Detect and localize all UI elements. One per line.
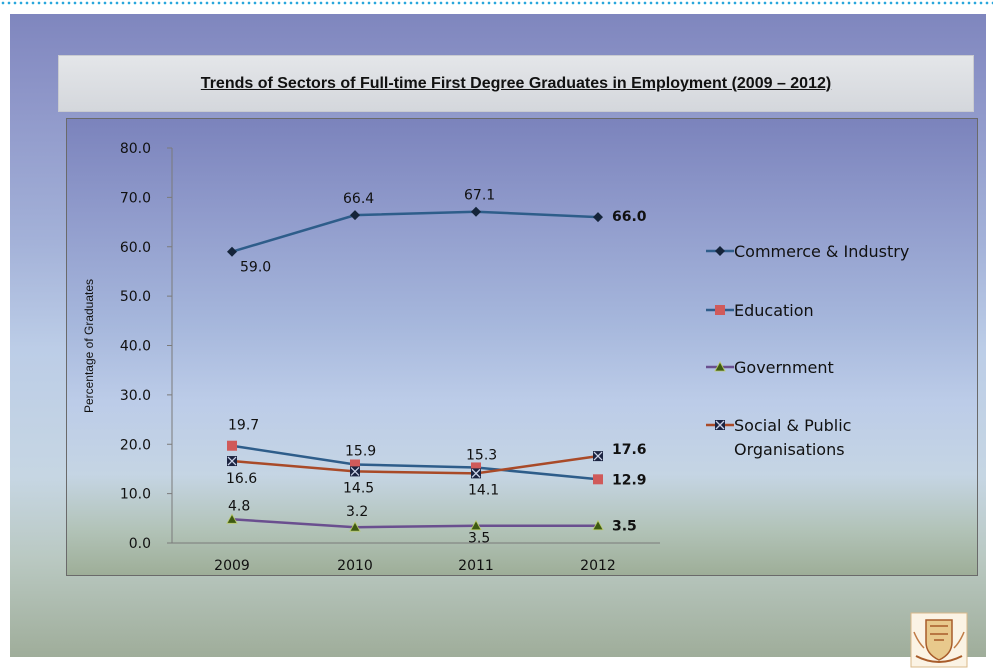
data-point-marker [350, 466, 360, 477]
data-point-marker [593, 474, 603, 485]
y-tick-label: 60.0 [120, 240, 151, 256]
data-label: 15.9 [345, 443, 376, 459]
series-line-3 [231, 454, 599, 475]
y-tick-label: 40.0 [120, 339, 151, 355]
data-point-marker [471, 462, 481, 473]
legend-label: Commerce & Industry [734, 242, 909, 261]
data-label: 4.8 [228, 498, 250, 514]
legend-label: Organisations [734, 440, 845, 459]
data-label: 67.1 [464, 188, 495, 204]
data-point-marker [227, 440, 237, 451]
chart-legend: Commerce & Industry Education Government So… [706, 242, 909, 459]
data-label: 15.3 [466, 447, 497, 463]
chart-frame [66, 118, 978, 576]
data-label: 14.5 [343, 480, 374, 496]
chart-axes: 0.0 10.0 20.0 30.0 40.0 50.0 60.0 70.0 80.0 2009 2… [82, 141, 660, 574]
legend-item-1: Education [706, 301, 814, 320]
chart-title: Trends of Sectors of Full-time First Deg… [200, 74, 832, 92]
data-label: 14.1 [468, 482, 499, 498]
data-point-marker [471, 468, 481, 479]
x-tick-label: 2012 [580, 558, 616, 574]
legend-marker [715, 305, 725, 315]
x-tick-label: 2010 [337, 558, 373, 574]
legend-item-0: Commerce & Industry [706, 242, 909, 261]
data-label: 16.6 [226, 471, 257, 487]
data-label: 19.7 [228, 418, 259, 434]
y-tick-label: 50.0 [120, 289, 151, 305]
data-point-marker [349, 521, 361, 532]
data-point-marker [592, 519, 604, 531]
data-point-marker [226, 513, 238, 524]
legend-item-3: Social & Public Organisations [706, 416, 851, 459]
series-line-0 [231, 210, 599, 253]
y-tick-label: 80.0 [120, 141, 151, 157]
legend-item-2: Government [706, 358, 834, 377]
data-point-marker [350, 459, 360, 470]
university-crest-icon [910, 612, 968, 668]
data-label: 12.9 [612, 472, 647, 488]
series-line-1 [231, 444, 599, 481]
legend-label: Education [734, 301, 814, 320]
y-tick-label: 0.0 [129, 536, 151, 552]
data-label: 3.5 [468, 531, 490, 547]
y-tick-label: 20.0 [120, 437, 151, 453]
data-point-marker [593, 451, 603, 462]
y-axis-title: Percentage of Graduates [82, 279, 96, 413]
series-line-2 [231, 518, 598, 529]
legend-marker [715, 420, 725, 430]
y-tick-label: 10.0 [120, 487, 151, 503]
data-label: 59.0 [240, 260, 271, 276]
legend-label: Government [734, 358, 834, 377]
data-label: 66.4 [343, 191, 374, 207]
legend-label: Social & Public [734, 416, 851, 435]
data-label: 66.0 [612, 209, 647, 225]
data-point-marker [471, 206, 481, 217]
data-point-marker [470, 519, 482, 531]
data-point-marker [227, 246, 237, 257]
y-tick-label: 30.0 [120, 388, 151, 404]
legend-marker [714, 361, 726, 372]
data-point-marker [593, 212, 603, 223]
data-point-marker [350, 210, 360, 221]
chart-series [226, 206, 604, 532]
title-banner: Trends of Sectors of Full-time First Deg… [58, 55, 974, 112]
x-tick-label: 2011 [458, 558, 494, 574]
y-tick-label: 70.0 [120, 190, 151, 206]
chart-data-labels: 59.0 66.4 67.1 66.0 19.7 15.9 15.3 12.9 4.8 3.2 3.… [226, 188, 647, 547]
data-label: 3.5 [612, 519, 637, 535]
data-point-marker [227, 456, 237, 467]
data-label: 17.6 [612, 442, 647, 458]
data-label: 3.2 [346, 504, 368, 520]
x-tick-label: 2009 [214, 558, 250, 574]
dotted-top-border [0, 0, 993, 6]
legend-marker [715, 246, 725, 256]
